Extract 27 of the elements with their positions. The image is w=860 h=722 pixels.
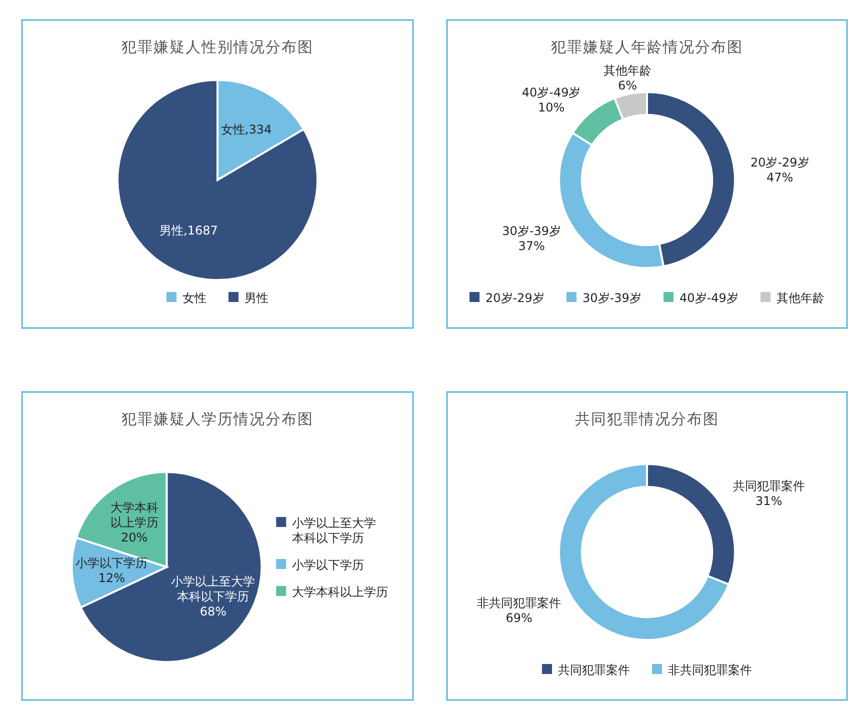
chart-title: 共同犯罪情况分布图 <box>575 410 719 428</box>
legend-label: 30岁-39岁 <box>582 291 642 305</box>
pie-slice <box>116 79 318 281</box>
legend-label: 小学以下学历 <box>292 558 364 572</box>
data-label: 小学以下学历 12% <box>76 556 148 585</box>
data-label: 男性,1687 <box>160 223 218 238</box>
chart-title: 犯罪嫌疑人性别情况分布图 <box>122 38 314 56</box>
data-label: 小学以上至大学本科以下学历 68% <box>171 574 256 619</box>
legend-label: 女性 <box>182 291 206 305</box>
chart-title: 犯罪嫌疑人年龄情况分布图 <box>551 38 743 56</box>
data-label: 其他年龄 6% <box>604 64 652 92</box>
chart-title: 犯罪嫌疑人学历情况分布图 <box>122 410 314 428</box>
legend-label: 20岁-29岁 <box>486 291 544 305</box>
legend-label: 40岁-49岁 <box>680 291 738 305</box>
data-label: 20岁-29岁 47% <box>750 156 810 185</box>
legend-label: 男性 <box>244 291 268 305</box>
legend-label: 大学本科以上学历 <box>292 585 388 599</box>
data-label: 大学本科以上学历 20% <box>110 500 158 544</box>
data-label: 40岁-49岁 10% <box>522 85 581 114</box>
data-label: 女性,334 <box>220 122 272 137</box>
data-label: 共同犯罪案件 31% <box>732 479 805 508</box>
legend-label: 共同犯罪案件 <box>558 663 630 677</box>
data-label: 非共同犯罪案件 69% <box>477 596 562 625</box>
data-label: 30岁-39岁 37% <box>502 224 562 253</box>
legend-label: 小学以上至大学本科以下学历 <box>292 516 376 545</box>
legend-label: 其他年龄 <box>776 291 824 305</box>
legend-label: 非共同犯罪案件 <box>668 663 752 677</box>
